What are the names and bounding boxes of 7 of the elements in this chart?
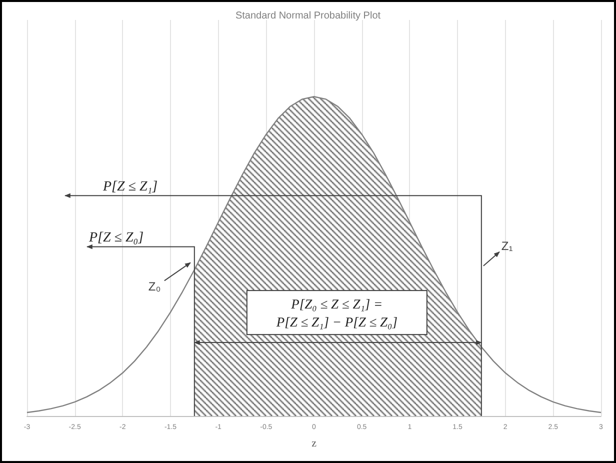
annotation: P[Z₀ ≤ Z ≤ Z₁] = P[Z ≤ Z₁] − P[Z ≤ Z₀]	[275, 296, 398, 330]
annotation: P[Z ≤ Z₁]	[102, 180, 158, 195]
annotation: P[Z ≤ Z₀]	[88, 230, 144, 246]
x-axis-title: z	[312, 438, 317, 450]
annotation: Z₀	[148, 280, 161, 294]
annotation: Z₁	[501, 238, 513, 253]
chart-title: Standard Normal Probability Plot	[235, 10, 381, 22]
